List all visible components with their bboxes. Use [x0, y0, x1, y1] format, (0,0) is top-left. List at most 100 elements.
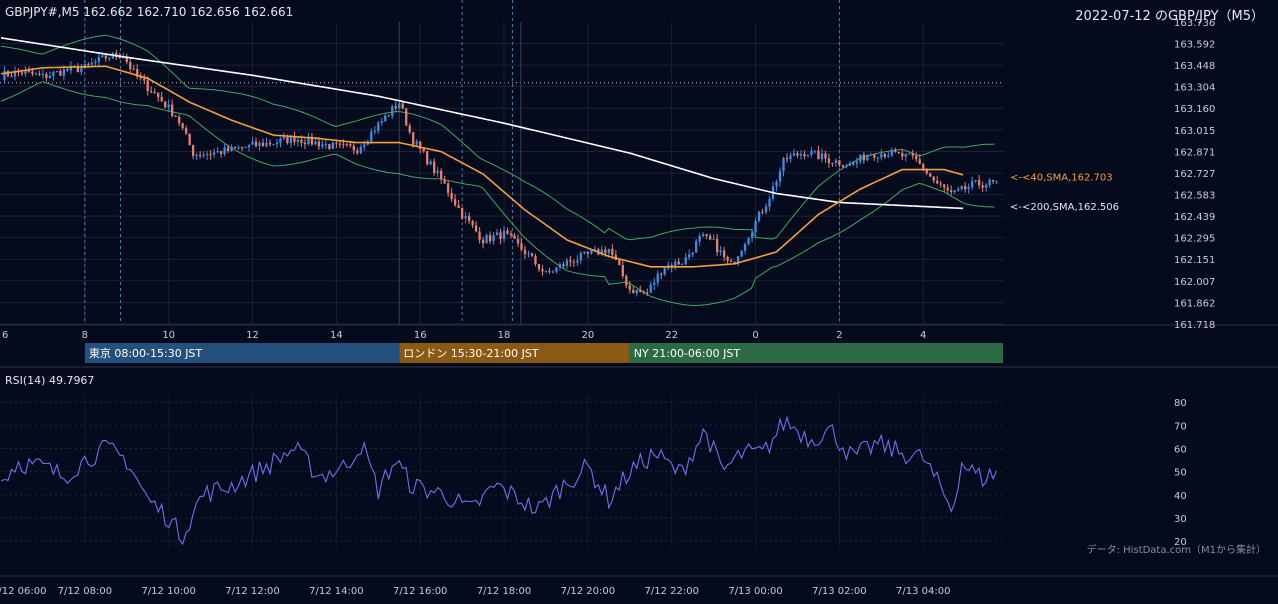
hour-tick-label: 22 [665, 330, 678, 341]
session-label: 東京 08:00-15:30 JST [89, 346, 203, 360]
candle-body [377, 122, 380, 132]
candle-body [736, 256, 740, 264]
price-tick-label: 162.583 [1174, 191, 1215, 202]
candle-body [349, 144, 352, 146]
candle-body [957, 189, 960, 191]
candle-body [167, 104, 170, 108]
session-bar [399, 343, 630, 363]
candle-body [481, 239, 485, 244]
candle-body [38, 73, 41, 75]
candle-body [226, 147, 230, 151]
candle-body [995, 180, 998, 182]
hour-tick-label: 6 [2, 330, 8, 341]
candle-body [289, 136, 293, 144]
candle-body [897, 151, 900, 153]
candle-body [876, 157, 879, 159]
candle-body [894, 149, 897, 152]
rsi-tick-label: 40 [1174, 491, 1187, 502]
candle-body [136, 69, 139, 77]
bollinger-upper [0, 34, 995, 241]
candle-body [506, 230, 509, 234]
candle-body [740, 250, 743, 257]
candle-body [548, 270, 551, 272]
candle-body [446, 183, 450, 193]
candle-body [373, 131, 376, 133]
candle-body [191, 145, 195, 157]
candle-body [132, 68, 135, 70]
candle-body [537, 264, 541, 270]
price-grid [0, 43, 1278, 577]
candle-body [527, 253, 530, 255]
candle-body [233, 146, 237, 149]
candle-body [960, 186, 963, 190]
candle-body [293, 136, 296, 142]
candle-body [883, 153, 886, 157]
candle-body [13, 71, 17, 77]
candle-body [87, 63, 90, 65]
candle-body [974, 180, 977, 182]
candle-body [841, 165, 845, 167]
candle-body [901, 152, 904, 157]
hour-tick-label: 4 [920, 330, 926, 341]
rsi-tick-label: 70 [1174, 421, 1187, 432]
candle-body [764, 206, 768, 213]
candle-body [684, 257, 687, 264]
candle-body [831, 162, 834, 164]
candle-body [792, 153, 796, 156]
candle-body [607, 248, 610, 254]
time-tick-label: 7/12 08:00 [58, 586, 112, 597]
candle-body [474, 225, 478, 232]
candle-body [3, 70, 6, 80]
candle-body [695, 241, 698, 253]
candle-body [122, 57, 125, 59]
candle-body [834, 160, 838, 164]
price-tick-label: 162.295 [1174, 234, 1215, 245]
candle-body [943, 184, 946, 188]
candle-body [31, 71, 34, 75]
candle-body [286, 136, 289, 144]
candle-body [953, 190, 956, 192]
candle-body [216, 151, 219, 153]
time-tick-label: 7/12 22:00 [644, 586, 698, 597]
candle-body [579, 252, 583, 261]
candle-body [827, 158, 831, 163]
candle-body [852, 163, 855, 165]
candle-body [904, 153, 907, 157]
candle-body [146, 80, 149, 91]
candle-body [915, 155, 918, 160]
candle-body [265, 142, 268, 147]
source-note: データ: HistData.com（M1から集計） [1086, 545, 1266, 556]
candle-body [499, 232, 502, 240]
candle-body [331, 142, 335, 149]
price-tick-label: 163.448 [1174, 61, 1215, 72]
hour-tick-label: 2 [836, 330, 842, 341]
time-tick-label: 7/12 10:00 [141, 586, 195, 597]
candle-body [125, 57, 128, 62]
candle-body [52, 71, 55, 76]
candle-body [586, 251, 590, 254]
candle-body [10, 76, 13, 78]
candle-body [90, 63, 93, 65]
candle-body [240, 147, 244, 149]
candle-body [467, 216, 471, 222]
candle-body [359, 146, 362, 154]
candle-body [984, 185, 988, 188]
candle-body [639, 289, 642, 292]
candle-body [184, 128, 188, 134]
candle-body [890, 149, 893, 156]
candle-body [171, 104, 174, 116]
bollinger-lower [0, 81, 995, 307]
candle-body [565, 260, 569, 266]
candle-body [946, 187, 949, 191]
candle-body [590, 250, 593, 254]
candle-body [408, 125, 411, 133]
candle-body [719, 250, 722, 253]
candle-body [674, 261, 677, 268]
candle-body [20, 72, 24, 74]
candle-body [55, 71, 59, 73]
candle-body [778, 171, 782, 182]
candle-body [611, 248, 614, 256]
time-tick-label: 7/12 06:00 [0, 586, 46, 597]
hour-tick-label: 10 [162, 330, 175, 341]
